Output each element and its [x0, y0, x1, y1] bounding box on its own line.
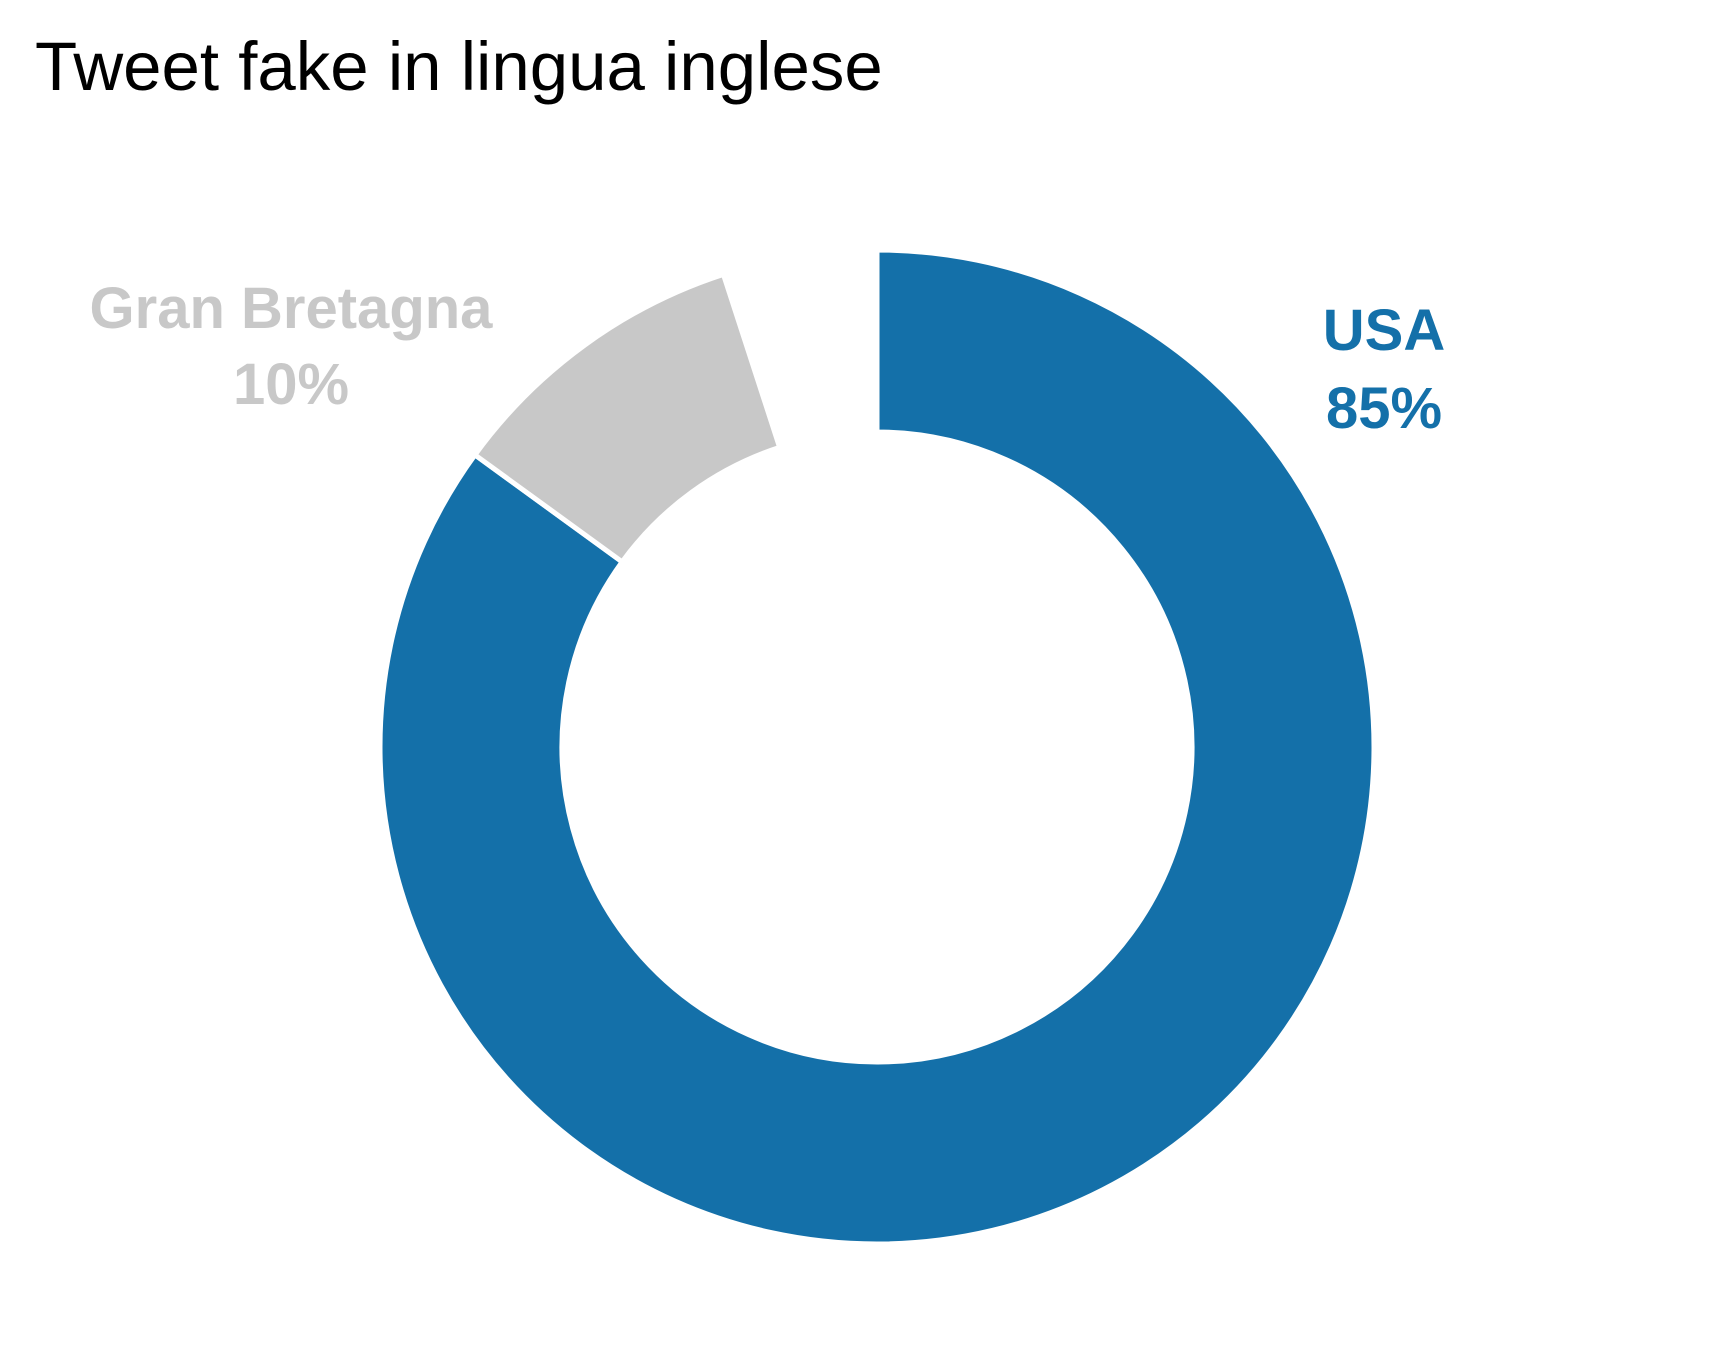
slice-gran-bretagna — [471, 271, 783, 566]
slice-value-usa: 85% — [1326, 376, 1442, 441]
donut-slices — [377, 247, 1377, 1247]
slice-label-usa: USA — [1323, 298, 1445, 363]
chart-title: Tweet fake in lingua inglese — [35, 28, 883, 105]
slice-labels: USA 85% Gran Bretagna 10% — [90, 276, 1446, 441]
slice-value-gran-bretagna: 10% — [233, 352, 349, 417]
slice-usa — [377, 247, 1377, 1247]
slice-label-gran-bretagna: Gran Bretagna — [90, 276, 494, 341]
